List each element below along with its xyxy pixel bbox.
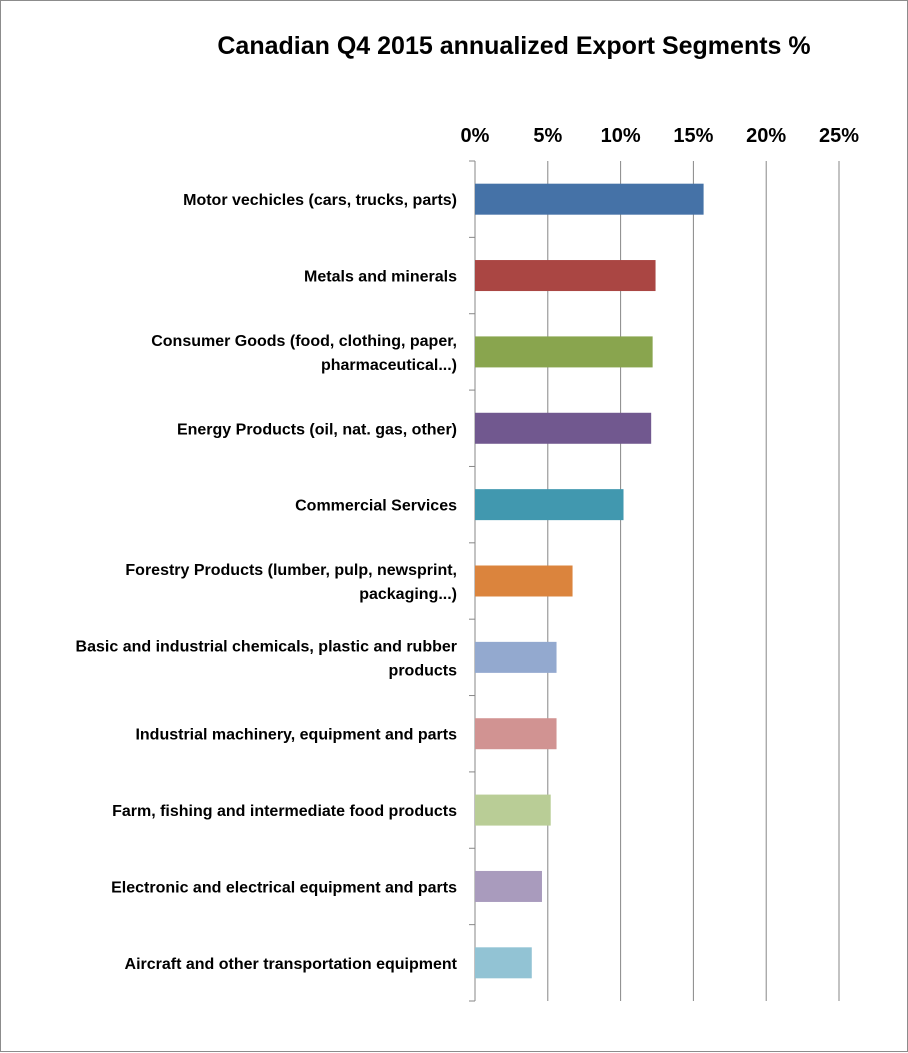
bar — [475, 336, 653, 368]
category-label: Metals and minerals — [304, 269, 457, 286]
category-label: Basic and industrial chemicals, plastic … — [76, 638, 457, 655]
bar — [475, 183, 704, 215]
bar — [475, 947, 532, 979]
bar — [475, 565, 573, 597]
x-tick-label: 10% — [601, 125, 641, 147]
category-labels: Motor vechicles (cars, trucks, parts) Met… — [76, 192, 458, 973]
bar — [475, 412, 652, 444]
category-label: Aircraft and other transportation equipm… — [125, 956, 458, 973]
bar — [475, 718, 557, 750]
gridlines — [547, 161, 840, 1001]
category-label: pharmaceutical...) — [321, 357, 457, 374]
bar — [475, 794, 551, 826]
category-label: Commercial Services — [295, 498, 457, 515]
bar — [475, 489, 624, 521]
category-label: Energy Products (oil, nat. gas, other) — [177, 421, 457, 438]
category-label: Electronic and electrical equipment and … — [111, 879, 457, 896]
x-tick-labels: 0% 5% 10% 15% 20% 25% — [461, 125, 860, 147]
category-label: Industrial machinery, equipment and part… — [135, 727, 457, 744]
bar — [475, 870, 542, 902]
x-tick-label: 0% — [461, 125, 490, 147]
category-label: Farm, fishing and intermediate food prod… — [112, 803, 457, 820]
x-tick-label: 20% — [746, 125, 786, 147]
category-label: products — [389, 662, 458, 679]
bar — [475, 641, 557, 673]
category-label: Motor vechicles (cars, trucks, parts) — [183, 192, 457, 209]
category-label: packaging...) — [359, 586, 457, 603]
bars — [475, 183, 704, 979]
x-tick-label: 5% — [533, 125, 562, 147]
x-tick-label: 15% — [673, 125, 713, 147]
chart-title: Canadian Q4 2015 annualized Export Segme… — [217, 32, 810, 60]
category-label: Consumer Goods (food, clothing, paper, — [151, 333, 457, 350]
x-tick-label: 25% — [819, 125, 859, 147]
bar — [475, 260, 656, 292]
axes — [469, 160, 476, 1002]
category-label: Forestry Products (lumber, pulp, newspri… — [125, 562, 457, 579]
